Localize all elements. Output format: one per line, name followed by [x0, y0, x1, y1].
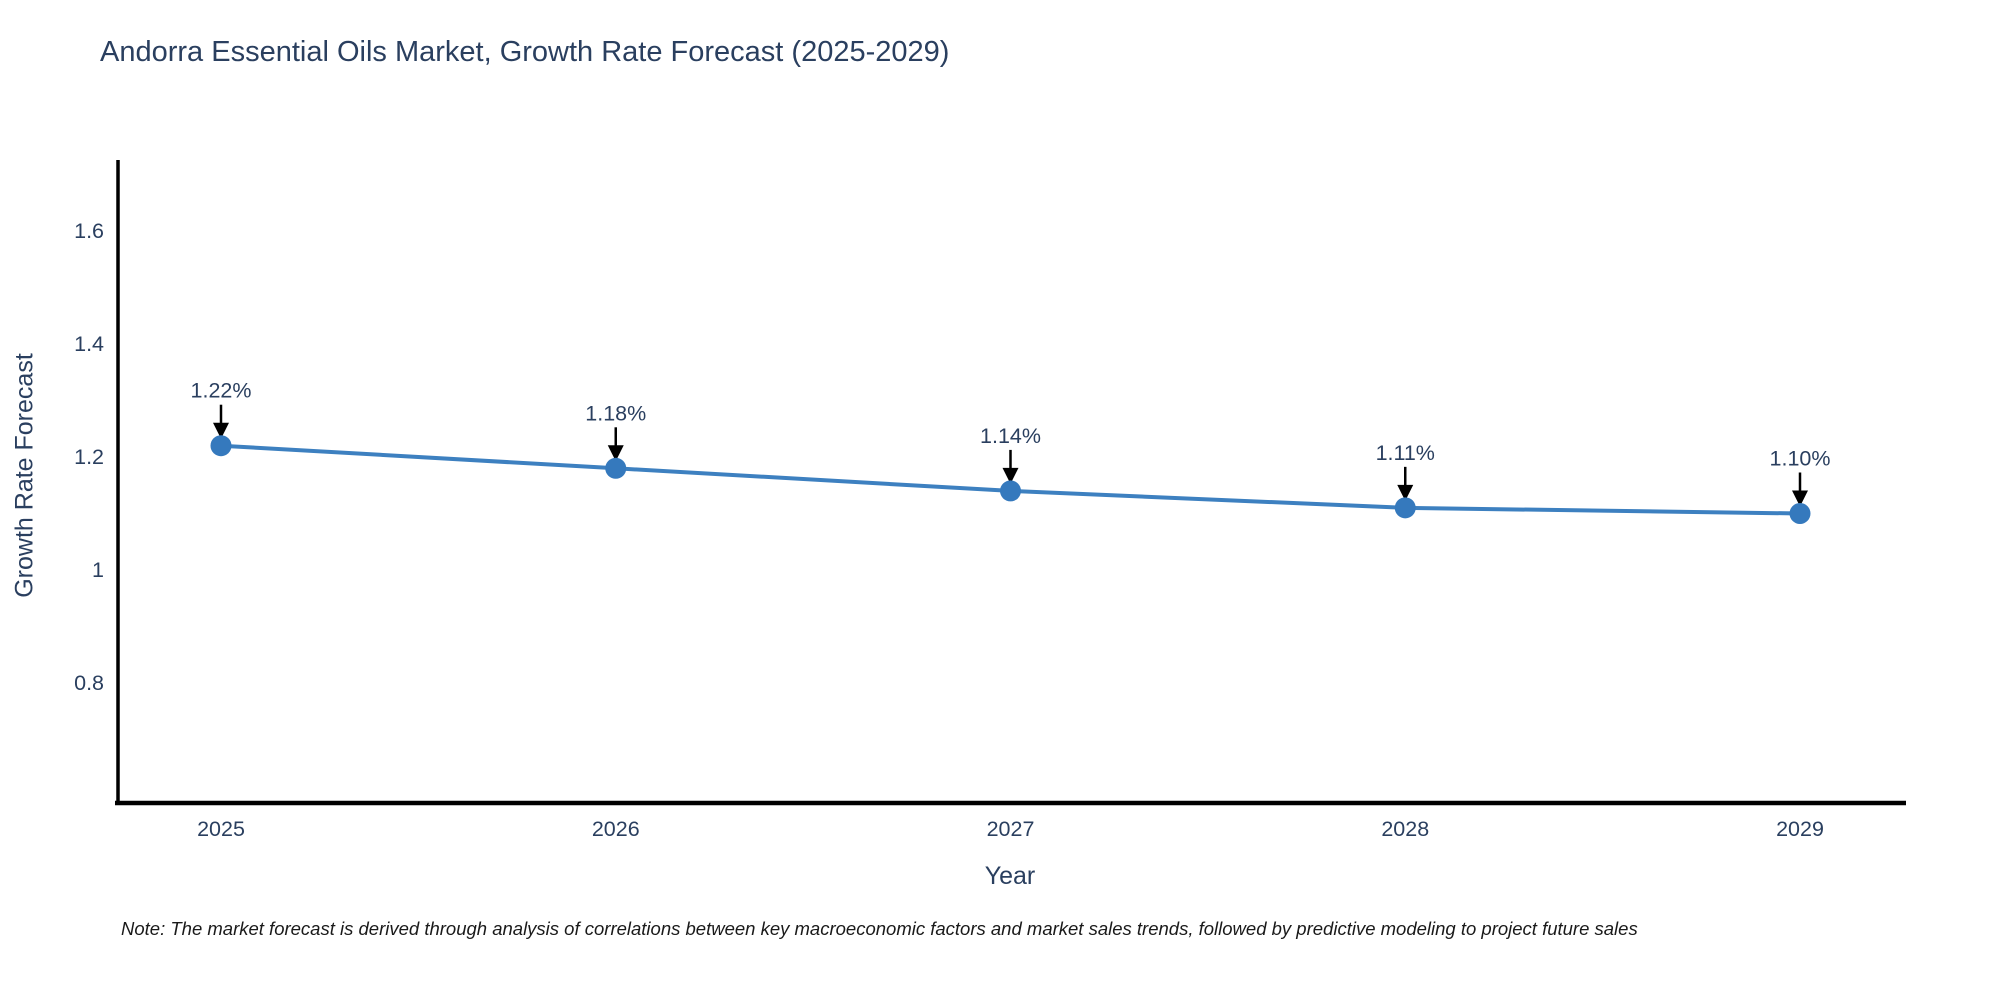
x-tick-label: 2026 — [592, 817, 640, 841]
point-annotation-label: 1.14% — [980, 424, 1041, 448]
point-annotation-label: 1.10% — [1770, 447, 1831, 471]
data-point-marker — [1789, 503, 1811, 524]
annotation-arrowhead-icon — [1397, 484, 1414, 501]
data-point-marker — [210, 435, 232, 457]
annotation-arrowhead-icon — [607, 445, 624, 462]
data-point-marker — [1394, 497, 1416, 519]
footnote: Note: The market forecast is derived thr… — [121, 918, 1638, 939]
y-tick-label: 1.2 — [74, 445, 104, 469]
point-annotation-label: 1.18% — [585, 401, 646, 425]
data-point-marker — [1000, 480, 1021, 502]
y-tick-label: 1.4 — [74, 332, 104, 356]
point-annotation-label: 1.22% — [191, 379, 252, 403]
chart-title: Andorra Essential Oils Market, Growth Ra… — [100, 36, 950, 68]
y-axis-title: Growth Rate Forecast — [10, 353, 39, 598]
x-tick-label: 2025 — [197, 817, 245, 841]
data-point-marker — [605, 457, 627, 479]
annotation-arrowhead-icon — [1792, 490, 1808, 507]
annotation-arrowhead-icon — [213, 422, 229, 439]
x-tick-label: 2027 — [987, 817, 1035, 841]
x-tick-label: 2028 — [1381, 817, 1429, 841]
y-tick-label: 0.8 — [74, 671, 104, 695]
x-axis-title: Year — [984, 862, 1036, 890]
y-tick-label: 1 — [92, 558, 104, 582]
point-annotation-label: 1.11% — [1376, 441, 1435, 465]
annotation-arrowhead-icon — [1002, 467, 1019, 484]
y-tick-label: 1.6 — [74, 219, 104, 243]
x-tick-label: 2029 — [1776, 817, 1824, 841]
